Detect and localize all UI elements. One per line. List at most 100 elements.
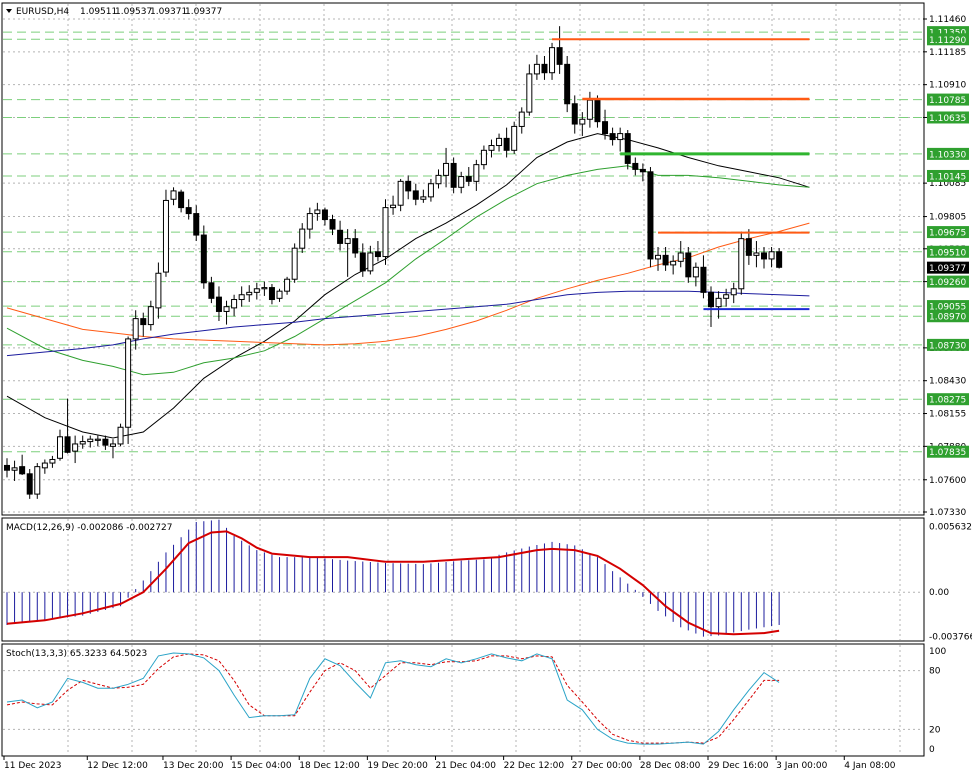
candle-body-bear [685,252,692,278]
candle [405,175,412,200]
candle [700,255,707,299]
candle-body-bull [34,466,41,495]
candle [602,109,609,140]
level-price-label: 1.08970 [929,313,966,323]
candle-body-bear [571,103,578,125]
candle-body-bull [11,467,18,471]
stoch-tick-label: 20 [929,725,941,735]
candle-body-bull [231,299,238,309]
ohlc-close: 1.09377 [185,7,222,17]
price-tick-label: 1.08430 [929,377,966,387]
candle [435,169,442,189]
stochastic-panel[interactable]: 100 80 20 0 Stoch(13,3,3) 65.3233 64.5023 [1,643,946,757]
candle [268,284,275,305]
macd-tick-label: 0.00 [929,588,949,598]
macd-title: MACD(12,26,9) -0.002086 -0.002727 [6,523,172,533]
candle [299,223,306,253]
candle [87,435,94,448]
candle [352,229,359,258]
macd-signal-path [6,530,780,636]
candle-body-bull [579,118,586,125]
stoch-grid [3,645,923,755]
candle-body-bear [602,121,609,135]
candle-body-bull [253,288,260,293]
macd-panel[interactable]: 0.005632 0.00 -0.003766 MACD(12,26,9) -0.0… [1,517,972,642]
candle-body-bear [329,219,336,230]
candle-body-bear [624,133,631,164]
macd-grid [3,519,923,640]
level-price-label: 1.10785 [929,96,966,106]
candle [450,157,457,194]
time-axis: 11 Dec 2023 12 Dec 12:00 13 Dec 20:00 15 De… [3,756,896,771]
candle-body-bull [170,190,177,200]
candle-body-bull [284,278,291,292]
candle-body-bull [155,272,162,309]
time-tick-label: 15 Dec 04:00 [231,761,292,771]
macd-tick-label: -0.003766 [929,632,972,642]
candle-body-bull [390,204,397,209]
candle-body-bull [443,162,450,176]
candle-body-bull [382,207,389,258]
candle-body-bear [503,137,510,151]
candle-body-bull [238,294,245,301]
candle-body-bear [632,162,639,170]
candle [178,189,185,213]
candle [41,459,48,474]
candle [208,276,215,304]
candle-body-bull [72,443,79,452]
current-price-box [927,261,969,274]
level-price-box [927,226,969,239]
symbol-title: EURUSD,H4 [16,7,69,17]
candle [632,157,639,176]
candle [571,95,578,134]
candle [503,127,510,158]
candle-body-bear [639,168,646,173]
level-price-box [927,310,969,323]
level-price-label: 1.10145 [929,172,966,182]
horizontal-rays[interactable] [552,38,810,311]
candle [109,439,116,459]
time-tick-label: 28 Dec 08:00 [640,761,701,771]
current-price-label: 1.09377 [929,264,966,274]
time-tick-label: 22 Dec 12:00 [504,761,565,771]
candle [723,288,730,307]
candle [624,130,631,170]
candle-body-bull [147,306,154,326]
candle [412,183,419,206]
candle [337,220,344,251]
symbol-menu-arrow-icon[interactable] [6,9,12,13]
candle-body-bull [617,133,624,141]
level-price-label: 1.11290 [929,36,966,46]
candle-body-bull [692,266,699,278]
candle [662,246,669,271]
candle [162,189,169,277]
level-price-label: 1.09675 [929,229,966,239]
candle [776,248,783,269]
candle-body-bull [496,137,503,147]
price-panel[interactable]: 1.11460 1.11185 1.10910 1.10635 1.10085 1.098… [1,2,969,518]
candle [647,167,654,268]
candle [655,246,662,271]
candle [246,285,253,302]
candle [329,214,336,236]
level-price-box [927,445,969,458]
candle-body-bull [518,111,525,127]
candle-body-bull [94,438,101,441]
candle-body-bull [670,260,677,266]
candle-body-bull [132,318,139,340]
stoch-title: Stoch(13,3,3) 65.3233 64.5023 [6,649,147,659]
level-price-label: 1.10330 [929,150,966,160]
candle-body-bear [185,207,192,215]
candle [19,454,26,475]
candle [382,199,389,265]
candle [374,241,381,262]
candle-body-bear [647,171,654,260]
candle-body-bear [700,266,707,293]
candle-body-bear [321,209,328,221]
candle [715,291,722,319]
candle-body-bull [397,180,404,206]
candle-body-bear [745,238,752,256]
candle [102,435,109,450]
candle-body-bear [19,466,26,475]
